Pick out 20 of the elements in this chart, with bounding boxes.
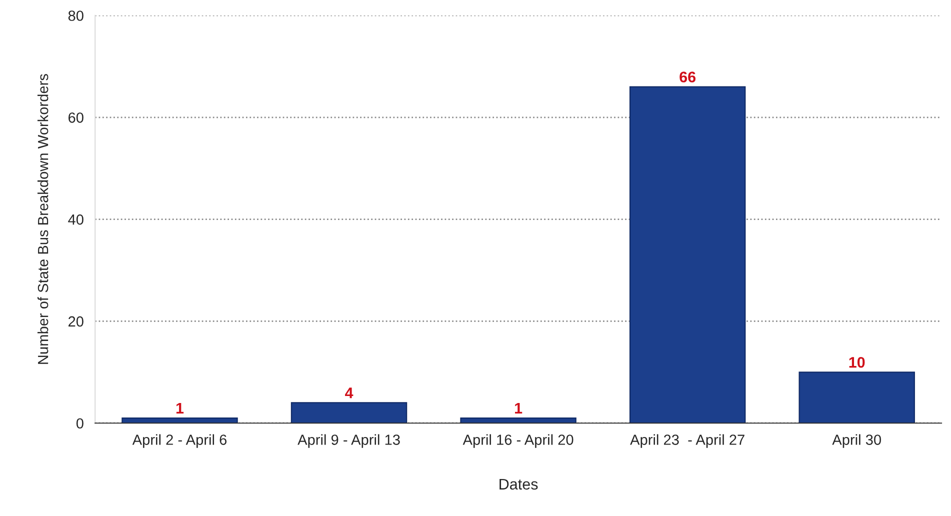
x-tick-label: April 30	[832, 434, 882, 448]
data-label: 1	[176, 402, 184, 414]
y-tick-label: 40	[68, 214, 84, 225]
bar	[290, 402, 408, 424]
x-tick-label: April 23 - April 27	[630, 434, 744, 448]
y-tick-label: 20	[68, 316, 84, 327]
bar	[629, 86, 746, 424]
x-axis-title: Dates	[500, 478, 538, 490]
x-tick-label: April 2 - April 6	[132, 434, 227, 448]
y-tick-label: 0	[76, 418, 84, 429]
y-axis-title: Number of State Bus Breakdown Workorders	[38, 74, 48, 364]
bar	[798, 372, 915, 424]
x-tick-label: April 16 - April 20	[462, 434, 574, 448]
y-tick-label: 80	[68, 10, 84, 21]
data-label: 66	[680, 72, 696, 82]
y-tick-label: 60	[68, 112, 84, 123]
data-label: 10	[849, 356, 865, 368]
data-label: 1	[515, 402, 522, 414]
data-label: 4	[345, 388, 354, 398]
x-tick-label: April 9 - April 13	[298, 434, 400, 448]
